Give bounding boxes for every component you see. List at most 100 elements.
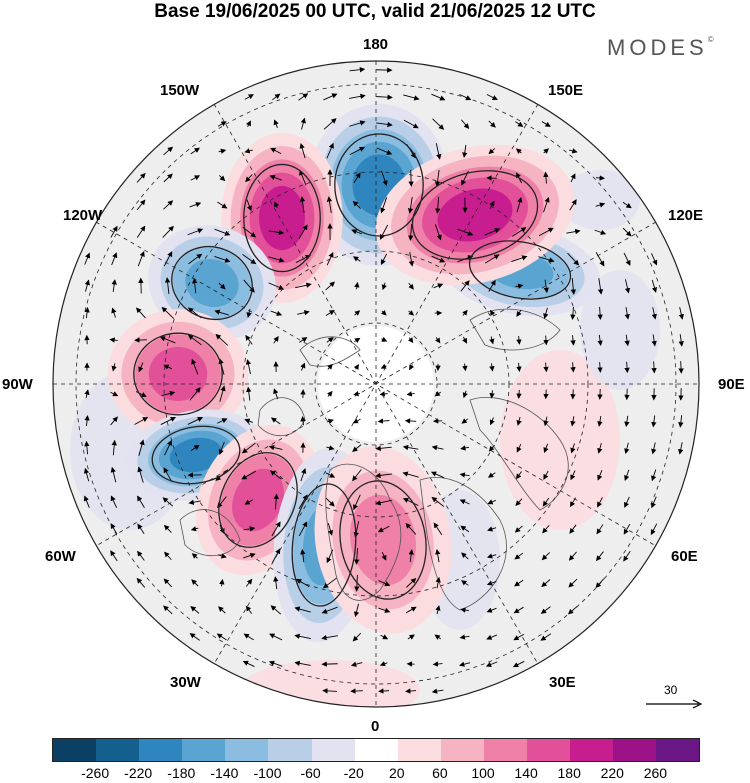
wind-arrow: [111, 307, 117, 318]
wind-arrow: [322, 577, 337, 589]
wind-arrow: [459, 472, 470, 478]
wind-arrow: [622, 201, 632, 209]
wind-arrow: [246, 120, 251, 128]
wind-arrow: [462, 336, 467, 344]
lon-label-30e: 30E: [549, 674, 576, 691]
lon-label-120e: 120E: [668, 207, 704, 224]
lon-label-180: 180: [363, 36, 389, 53]
wind-arrow: [111, 439, 117, 456]
wind-arrow: [270, 605, 282, 615]
colorbar-tick: 140: [514, 765, 538, 781]
wind-arrow: [354, 310, 361, 316]
wind-arrow: [380, 309, 387, 316]
wind-arrow: [162, 497, 174, 507]
wind-arrow: [541, 552, 550, 561]
wind-arrow: [512, 227, 527, 237]
wind-arrow: [191, 358, 199, 375]
wind-arrow: [623, 523, 631, 535]
wind-arrow: [163, 364, 173, 370]
wind-arrow: [349, 93, 366, 100]
wind-arrow: [489, 336, 495, 345]
wind-arrow: [678, 415, 684, 428]
wind-arrow: [84, 415, 90, 427]
wind-arrow: [431, 255, 446, 263]
wind-arrow: [650, 496, 657, 509]
wind-arrow: [163, 578, 173, 588]
wind-arrow: [295, 578, 310, 588]
wind-arrow: [568, 578, 578, 588]
wind-arrow: [321, 606, 338, 614]
wind-arrow: [246, 308, 252, 318]
wind-arrow: [84, 440, 90, 455]
wind-arrow: [570, 335, 576, 346]
wind-arrow: [407, 197, 414, 214]
anomaly-shade: [148, 347, 208, 401]
wind-arrow: [273, 336, 279, 344]
wind-arrow: [217, 418, 228, 424]
wind-arrow: [138, 439, 145, 456]
wind-arrow: [163, 173, 173, 183]
wind-arrow: [241, 470, 257, 480]
wind-arrow: [164, 551, 172, 561]
wind-arrow: [375, 94, 393, 100]
wind-arrow: [325, 281, 336, 291]
wind-arrow: [243, 633, 254, 641]
wind-arrow: [516, 362, 522, 372]
wind-arrow: [430, 471, 445, 479]
wind-arrow: [678, 361, 684, 374]
wind-arrow: [460, 607, 470, 613]
wind-arrow: [135, 307, 146, 319]
wind-arrow: [433, 283, 444, 289]
wind-arrow: [297, 310, 310, 316]
wind-arrow: [163, 200, 174, 210]
wind-arrow: [378, 688, 390, 694]
wind-arrow: [190, 606, 200, 614]
wind-arrow: [136, 577, 146, 588]
wind-arrow: [624, 442, 630, 455]
wind-arrow: [484, 254, 500, 264]
wind-arrow: [543, 362, 549, 373]
wind-arrow: [624, 415, 630, 428]
wind-arrow: [516, 471, 522, 480]
wind-arrow: [294, 606, 311, 613]
lon-label-150w: 150W: [160, 82, 200, 99]
wind-arrow: [353, 494, 361, 511]
wind-arrow: [624, 469, 630, 481]
wind-arrow: [516, 389, 522, 399]
wind-arrow: [407, 634, 415, 640]
colorbar-swatch: [311, 739, 355, 761]
wind-arrow: [163, 146, 174, 156]
wind-arrow: [219, 175, 226, 182]
colorbar-swatch: [354, 739, 398, 761]
wind-arrow: [513, 606, 524, 614]
wind-arrow: [486, 634, 498, 640]
wind-arrow: [187, 334, 202, 346]
wind-arrow: [434, 170, 441, 187]
wind-arrow: [273, 388, 279, 400]
height-contour: [291, 483, 357, 607]
wind-arrow: [597, 443, 603, 454]
wind-arrow: [381, 282, 387, 291]
wind-arrow: [110, 495, 118, 508]
wind-arrow: [375, 472, 392, 479]
wind-arrow: [461, 418, 469, 424]
wind-arrow: [134, 417, 149, 425]
wind-arrow: [651, 361, 657, 374]
wind-arrow: [597, 497, 603, 508]
height-contour: [334, 133, 424, 237]
wind-arrow: [326, 196, 333, 213]
wind-arrow: [325, 309, 335, 316]
colorbar-tick: -260: [81, 765, 110, 781]
wind-arrow: [459, 499, 470, 505]
wind-arrow: [624, 307, 630, 320]
wind-arrow: [376, 147, 393, 155]
wind-arrow: [242, 253, 257, 265]
wind-arrow: [595, 252, 605, 267]
wind-arrow: [624, 279, 631, 294]
wind-arrow: [352, 200, 361, 209]
wind-arrow: [160, 417, 176, 425]
anomaly-shade: [259, 185, 305, 251]
wind-arrow: [457, 228, 474, 236]
wind-arrow: [138, 277, 144, 294]
wind-arrow: [461, 552, 469, 560]
